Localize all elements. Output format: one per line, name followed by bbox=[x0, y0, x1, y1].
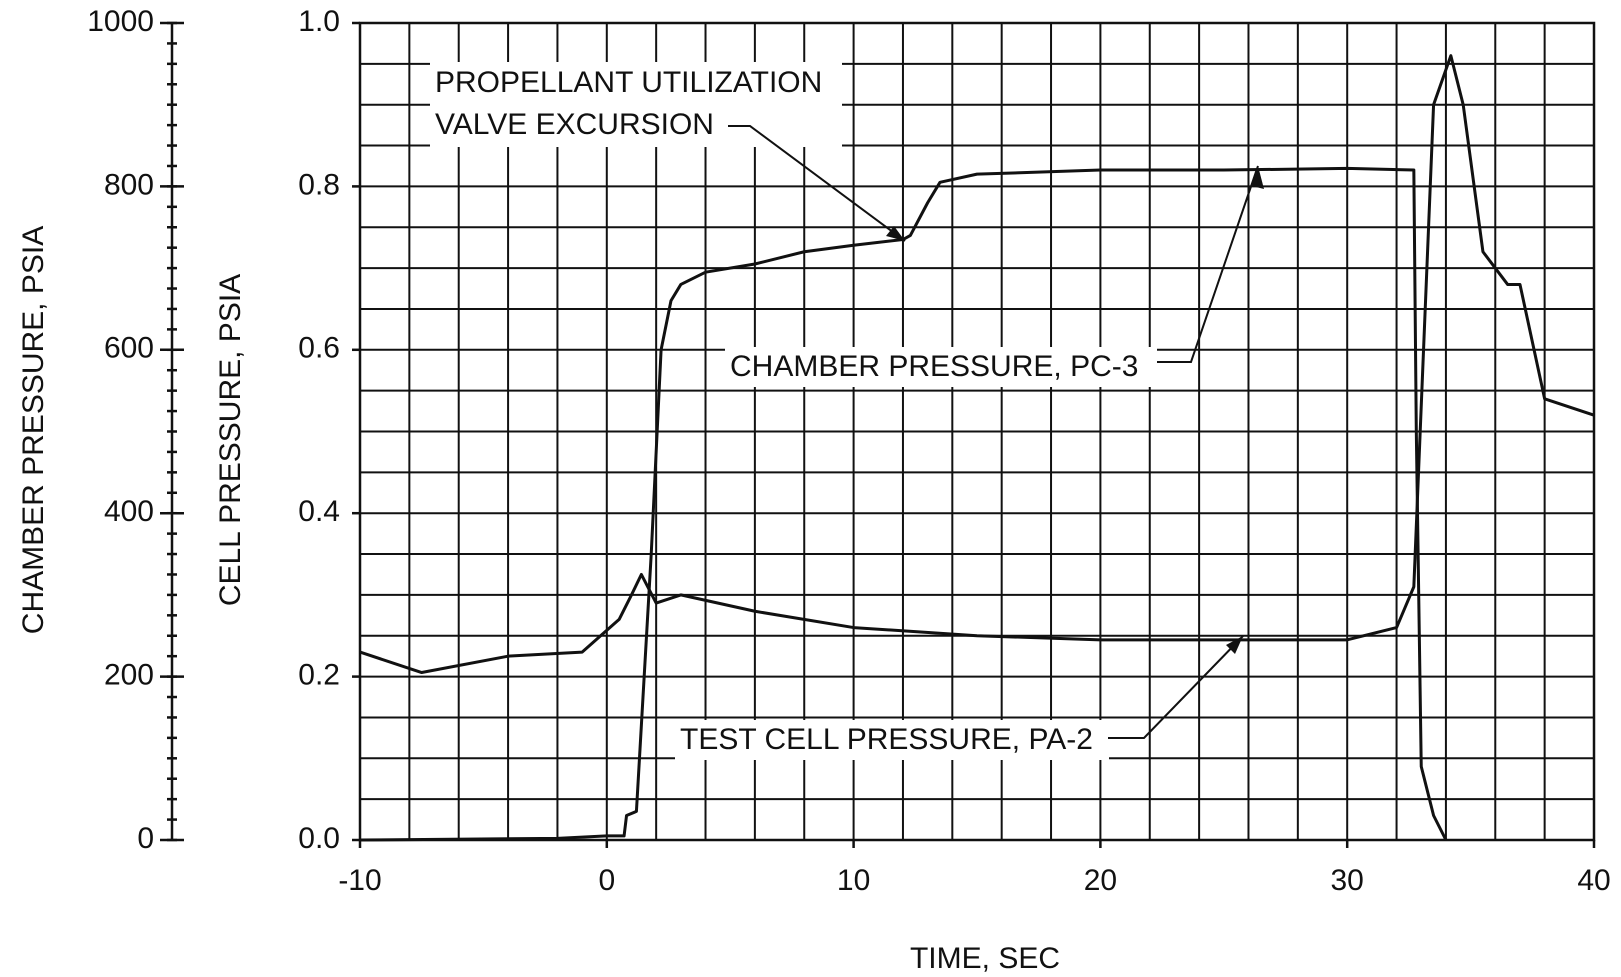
y2-tick-label: 400 bbox=[104, 495, 154, 528]
arrowhead bbox=[1252, 166, 1264, 189]
annotations: PROPELLANT UTILIZATION VALVE EXCURSION C… bbox=[430, 62, 1264, 760]
arrowhead bbox=[1226, 636, 1243, 654]
y-tick-label: 0.8 bbox=[298, 168, 340, 201]
arrowhead bbox=[886, 226, 905, 241]
arrow bbox=[1108, 635, 1244, 739]
x-tick-label: 40 bbox=[1577, 864, 1610, 897]
annotation: VALVE EXCURSION bbox=[435, 108, 714, 141]
y2-tick-label: 1000 bbox=[87, 5, 154, 38]
series-line bbox=[359, 54, 1595, 675]
series-line bbox=[359, 166, 1448, 842]
x-tick-label: 30 bbox=[1331, 864, 1364, 897]
x-tick-label: 20 bbox=[1084, 864, 1117, 897]
series-label: TEST CELL PRESSURE, PA-2 bbox=[680, 723, 1093, 756]
x-tick-label: 10 bbox=[837, 864, 870, 897]
label-bg bbox=[675, 720, 1109, 760]
y2-tick-label: 200 bbox=[104, 659, 154, 692]
y2-tick-label: 800 bbox=[104, 168, 154, 201]
label-bg bbox=[725, 347, 1157, 387]
x-axis-label: TIME, SEC bbox=[910, 942, 1060, 975]
series-label: CHAMBER PRESSURE, PC-3 bbox=[730, 350, 1138, 383]
y-tick-label: 0.4 bbox=[298, 495, 340, 528]
y-tick-label: 0.2 bbox=[298, 659, 340, 692]
annotation: PROPELLANT UTILIZATION bbox=[435, 66, 822, 99]
arrow bbox=[728, 125, 906, 242]
y-axis-label: CELL PRESSURE, PSIA bbox=[214, 274, 247, 606]
plot: -10 0 10 20 30 40 0.0 0.2 0.4 0.6 0.8 1.0 0 200 400 600… bbox=[87, 5, 1610, 897]
y2-tick-label: 600 bbox=[104, 332, 154, 365]
x-tick-label: -10 bbox=[338, 864, 381, 897]
y-tick-label: 1.0 bbox=[298, 5, 340, 38]
arrow bbox=[1157, 165, 1259, 363]
x-tick-label: 0 bbox=[598, 864, 615, 897]
plot-frame bbox=[358, 21, 1596, 842]
y-tick-label: 0.0 bbox=[298, 822, 340, 855]
y2-axis-label: CHAMBER PRESSURE, PSIA bbox=[17, 226, 50, 634]
y-tick-label: 0.6 bbox=[298, 332, 340, 365]
label-bg bbox=[430, 62, 842, 147]
y2-tick-label: 0 bbox=[137, 822, 154, 855]
